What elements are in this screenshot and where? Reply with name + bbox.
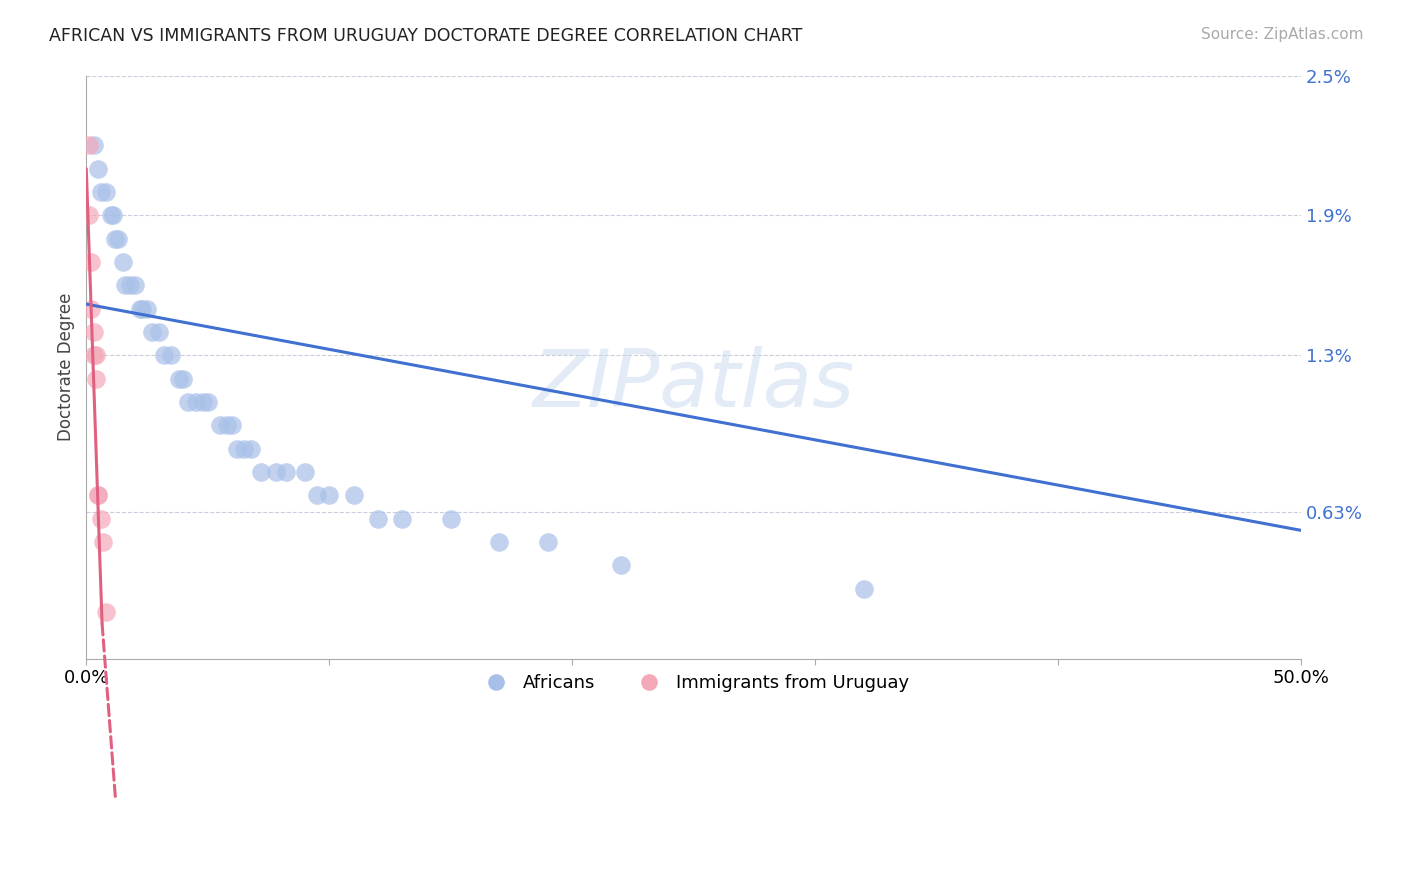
Point: [172, 372, 194, 386]
Point: [191, 395, 214, 409]
Point: [84, 348, 107, 362]
Point: [87, 488, 110, 502]
Point: [90, 511, 112, 525]
Point: [91, 535, 114, 549]
Point: [77, 138, 100, 153]
Point: [104, 232, 127, 246]
Point: [131, 301, 153, 316]
Point: [114, 278, 136, 293]
Point: [294, 465, 316, 479]
Point: [184, 395, 207, 409]
Point: [83, 325, 105, 339]
Point: [87, 488, 110, 502]
Point: [128, 301, 150, 316]
Point: [217, 418, 239, 433]
Point: [342, 488, 364, 502]
Point: [250, 465, 273, 479]
Point: [318, 488, 340, 502]
Point: [233, 442, 256, 456]
Point: [153, 348, 176, 362]
Text: Source: ZipAtlas.com: Source: ZipAtlas.com: [1201, 27, 1364, 42]
Point: [101, 209, 124, 223]
Point: [141, 325, 163, 339]
Point: [80, 255, 103, 269]
Point: [83, 348, 105, 362]
Legend: Africans, Immigrants from Uruguay: Africans, Immigrants from Uruguay: [471, 666, 917, 699]
Point: [94, 185, 117, 199]
Point: [118, 278, 141, 293]
Point: [83, 138, 105, 153]
Point: [111, 255, 134, 269]
Point: [100, 209, 122, 223]
Point: [136, 301, 159, 316]
Point: [107, 232, 129, 246]
Point: [274, 465, 297, 479]
Point: [488, 535, 510, 549]
Point: [90, 185, 112, 199]
Point: [221, 418, 243, 433]
Point: [610, 558, 633, 573]
Text: AFRICAN VS IMMIGRANTS FROM URUGUAY DOCTORATE DEGREE CORRELATION CHART: AFRICAN VS IMMIGRANTS FROM URUGUAY DOCTO…: [49, 27, 803, 45]
Point: [391, 511, 413, 525]
Point: [852, 582, 875, 596]
Point: [160, 348, 183, 362]
Point: [307, 488, 329, 502]
Point: [240, 442, 263, 456]
Point: [80, 301, 103, 316]
Point: [197, 395, 219, 409]
Point: [77, 209, 100, 223]
Y-axis label: Doctorate Degree: Doctorate Degree: [58, 293, 75, 442]
Point: [94, 605, 117, 619]
Point: [208, 418, 231, 433]
Point: [440, 511, 463, 525]
Point: [84, 372, 107, 386]
Point: [367, 511, 389, 525]
Point: [87, 161, 110, 176]
Point: [537, 535, 560, 549]
Text: ZIPatlas: ZIPatlas: [533, 345, 855, 424]
Point: [177, 395, 200, 409]
Point: [148, 325, 170, 339]
Point: [124, 278, 146, 293]
Point: [167, 372, 190, 386]
Point: [264, 465, 287, 479]
Point: [226, 442, 249, 456]
